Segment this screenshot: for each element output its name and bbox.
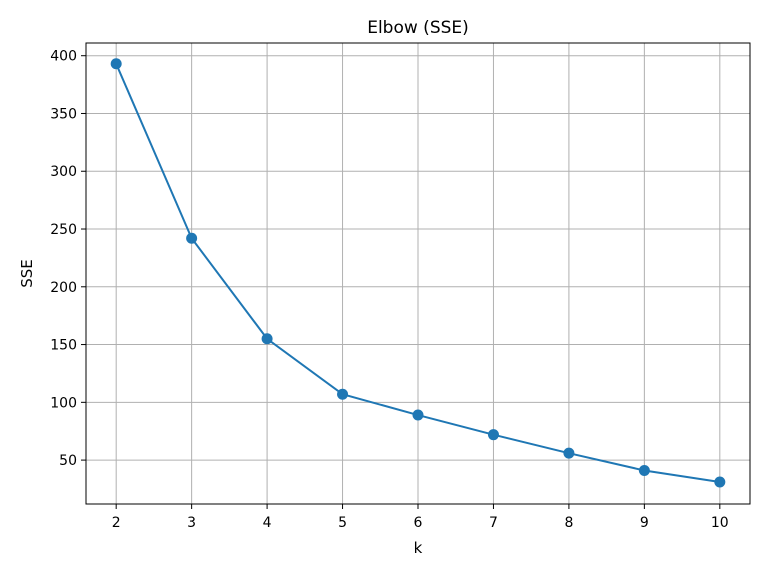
y-tick-label: 100	[50, 395, 77, 411]
x-tick-label: 5	[338, 515, 347, 531]
sse-series	[110, 58, 726, 488]
chart-title: Elbow (SSE)	[367, 18, 469, 38]
y-tick-label: 350	[50, 106, 77, 122]
y-tick-label: 200	[50, 280, 77, 296]
data-point	[563, 447, 575, 459]
plot-frame	[85, 42, 751, 505]
x-tick-label: 2	[112, 515, 121, 531]
x-tick-label: 10	[711, 515, 729, 531]
x-axis-ticks: 2 3 4 5 6 7 8 9 10	[112, 504, 729, 531]
data-point	[186, 232, 198, 244]
x-tick-label: 8	[564, 515, 573, 531]
data-point	[638, 464, 650, 476]
y-axis-ticks: 50 100 150 200 250 300 350 400	[50, 49, 86, 469]
data-point	[337, 388, 349, 400]
y-tick-label: 250	[50, 222, 77, 238]
x-tick-label: 4	[263, 515, 272, 531]
y-tick-label: 400	[50, 49, 77, 65]
y-tick-label: 300	[50, 164, 77, 180]
y-tick-label: 150	[50, 338, 77, 354]
data-point	[487, 429, 499, 441]
x-tick-label: 6	[414, 515, 423, 531]
y-axis-label: SSE	[18, 259, 36, 288]
data-point	[412, 409, 424, 421]
x-tick-label: 3	[187, 515, 196, 531]
y-tick-label: 50	[59, 453, 77, 469]
data-point	[110, 58, 122, 70]
x-axis-label: k	[414, 539, 423, 557]
data-point	[261, 333, 273, 345]
x-tick-label: 7	[489, 515, 498, 531]
data-point	[714, 476, 726, 488]
x-tick-label: 9	[640, 515, 649, 531]
grid-lines	[86, 43, 750, 504]
